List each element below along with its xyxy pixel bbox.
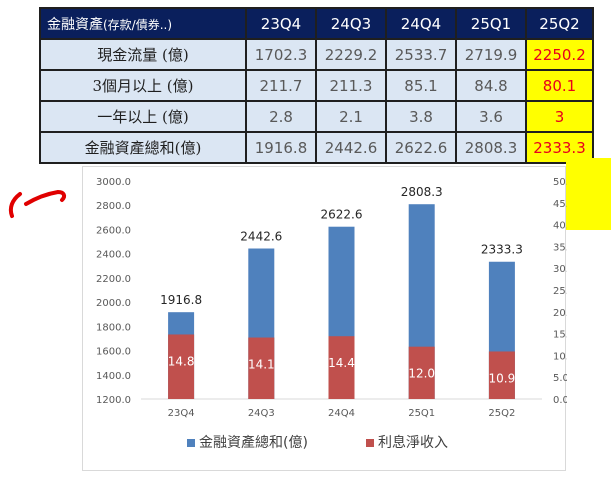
corner-label: 金融資產	[47, 16, 103, 33]
table-row-total: 金融資產總和(億) 1916.8 2442.6 2622.6 2808.3 23…	[39, 131, 594, 164]
table-cell: 2622.6	[385, 131, 457, 164]
financial-assets-table: 金融資產(存款/債券..) 23Q4 24Q3 24Q4 25Q1 25Q2 現…	[39, 7, 594, 164]
left-axis-tick-label: 2000.0	[96, 298, 131, 309]
table-cell: 2.8	[245, 100, 317, 133]
table-cell: 2808.3	[455, 131, 527, 164]
left-axis-tick-label: 1200.0	[96, 395, 131, 406]
category-tick-label: 24Q3	[248, 408, 275, 419]
table-row-1-year: 一年以上 (億) 2.8 2.1 3.8 3.6 3	[39, 100, 594, 133]
corner-sublabel: (存款/債券..)	[103, 17, 173, 32]
table-row-3-months: 3個月以上 (億) 211.7 211.3 85.1 84.8 80.1	[39, 69, 594, 102]
row-label: 金融資產總和(億)	[39, 131, 247, 164]
table-header-row: 金融資產(存款/債券..) 23Q4 24Q3 24Q4 25Q1 25Q2	[39, 7, 594, 40]
net-interest-data-label: 14.8	[168, 354, 195, 368]
table-cell: 85.1	[385, 69, 457, 102]
net-interest-bar	[488, 351, 515, 399]
legend-label-total-assets: 金融資產總和(億)	[199, 434, 308, 451]
table-cell: 2229.2	[315, 38, 387, 71]
row-label: 3個月以上 (億)	[39, 69, 247, 102]
right-axis-tick-label: 30.0	[553, 264, 567, 275]
net-interest-data-label: 12.0	[408, 367, 435, 381]
row-label: 現金流量 (億)	[39, 38, 247, 71]
net-interest-data-label: 14.1	[248, 358, 275, 372]
left-axis-tick-label: 2600.0	[96, 225, 131, 236]
left-axis-tick-label: 1600.0	[96, 347, 131, 358]
red-annotation-mark	[8, 189, 67, 218]
right-axis-tick-label: 25.0	[553, 286, 567, 297]
table-cell: 1916.8	[245, 131, 317, 164]
highlighted-cell: 80.1	[525, 69, 594, 102]
row-label: 一年以上 (億)	[39, 100, 247, 133]
net-interest-bar	[168, 334, 195, 399]
table-cell: 2.1	[315, 100, 387, 133]
category-tick-label: 24Q4	[328, 408, 355, 419]
left-axis-tick-label: 1800.0	[96, 322, 131, 333]
table-cell: 1702.3	[245, 38, 317, 71]
table-row-cash-flow: 現金流量 (億) 1702.3 2229.2 2533.7 2719.9 225…	[39, 38, 594, 71]
right-axis-tick-label: 50.0	[553, 177, 567, 188]
table-cell: 2533.7	[385, 38, 457, 71]
net-interest-bar	[408, 346, 435, 399]
chart-panel: 1200.0 1400.0 1600.0 1800.0 2000.0 2200.0 2400…	[82, 166, 567, 471]
yellow-highlight-strip	[566, 158, 611, 230]
legend-label-net-interest: 利息淨收入	[378, 434, 448, 451]
column-header: 25Q1	[455, 7, 527, 40]
right-axis-tick-label: 20.0	[553, 308, 567, 319]
right-axis-tick-label: 45.0	[553, 199, 567, 210]
column-header: 24Q4	[385, 7, 457, 40]
right-axis-tick-label: 40.0	[553, 221, 567, 232]
left-axis-tick-label: 3000.0	[96, 177, 131, 188]
right-axis-tick-label: 5.0	[553, 373, 567, 384]
legend-swatch-net-interest	[366, 439, 374, 447]
table-cell: 3.8	[385, 100, 457, 133]
net-interest-data-label: 14.4	[328, 356, 355, 370]
category-tick-label: 25Q2	[488, 408, 515, 419]
left-axis-tick-label: 2800.0	[96, 201, 131, 212]
total-assets-data-label: 2442.6	[240, 230, 282, 244]
net-interest-bar	[248, 337, 275, 399]
right-axis-tick-label: 35.0	[553, 242, 567, 253]
right-axis-tick-label: 15.0	[553, 330, 567, 341]
left-axis-tick-label: 1400.0	[96, 371, 131, 382]
table-cell: 211.3	[315, 69, 387, 102]
right-axis-tick-label: 0.0	[553, 395, 567, 406]
table-corner-header: 金融資產(存款/債券..)	[39, 7, 247, 40]
highlighted-cell: 2333.3	[525, 131, 594, 164]
legend-swatch-total-assets	[187, 439, 195, 447]
left-axis-tick-label: 2200.0	[96, 274, 131, 285]
table-cell: 2719.9	[455, 38, 527, 71]
net-interest-data-label: 10.9	[489, 371, 516, 385]
left-axis-tick-label: 2400.0	[96, 250, 131, 261]
total-assets-data-label: 2333.3	[481, 243, 523, 257]
column-header: 24Q3	[315, 7, 387, 40]
right-axis-tick-label: 10.0	[553, 351, 567, 362]
net-interest-bar	[328, 336, 355, 399]
table-cell: 211.7	[245, 69, 317, 102]
table-cell: 3.6	[455, 100, 527, 133]
bar-chart: 1200.0 1400.0 1600.0 1800.0 2000.0 2200.0 2400…	[96, 177, 567, 451]
table-cell: 84.8	[455, 69, 527, 102]
highlighted-cell: 2250.2	[525, 38, 594, 71]
category-tick-label: 25Q1	[408, 408, 435, 419]
column-header: 25Q2	[525, 7, 594, 40]
total-assets-data-label: 2622.6	[321, 208, 363, 222]
category-tick-label: 23Q4	[168, 408, 195, 419]
total-assets-data-label: 1916.8	[160, 293, 202, 307]
column-header: 23Q4	[245, 7, 317, 40]
total-assets-data-label: 2808.3	[401, 185, 443, 199]
highlighted-cell: 3	[525, 100, 594, 133]
table-cell: 2442.6	[315, 131, 387, 164]
